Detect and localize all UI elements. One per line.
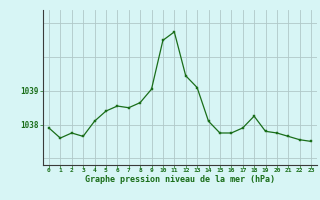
X-axis label: Graphe pression niveau de la mer (hPa): Graphe pression niveau de la mer (hPa) (85, 175, 275, 184)
